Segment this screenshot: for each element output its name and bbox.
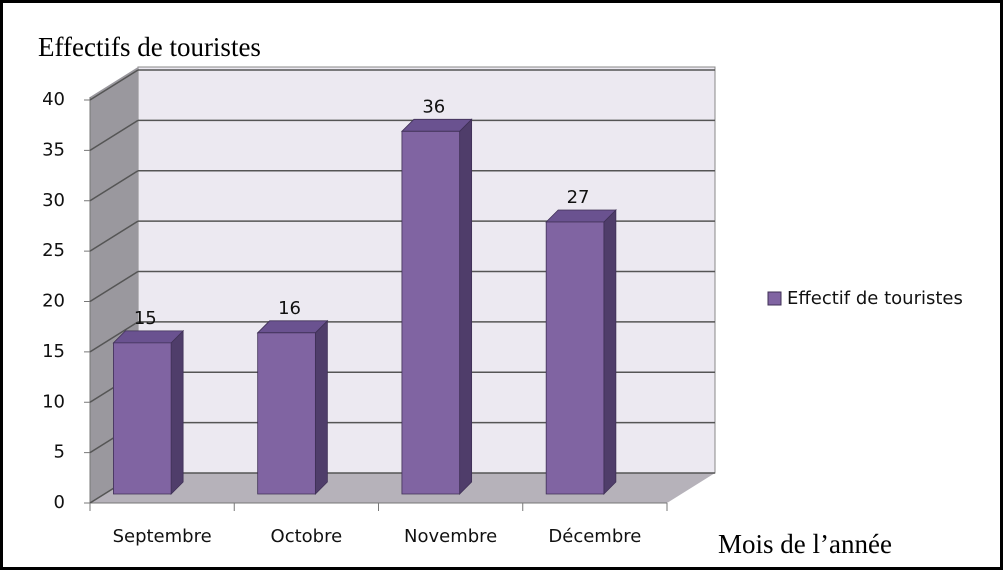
bar-side	[603, 209, 617, 495]
y-tick-label: 5	[54, 442, 65, 463]
y-tick-label: 15	[42, 341, 65, 362]
bar-top	[256, 320, 329, 334]
data-label: 15	[134, 308, 157, 329]
grid-line	[89, 270, 139, 303]
x-tick-label: Octobre	[271, 526, 343, 547]
y-tick-label: 25	[42, 240, 65, 261]
data-label: 27	[567, 187, 590, 208]
bar-top	[400, 118, 473, 132]
bar-top	[112, 330, 185, 344]
bar	[256, 319, 329, 495]
x-tick-label: Septembre	[113, 526, 212, 547]
y-tick-label: 0	[54, 492, 65, 513]
y-tick-label: 40	[42, 89, 65, 110]
x-tick-label: Décembre	[548, 526, 641, 547]
axis-title: Effectifs de touristes	[38, 32, 261, 62]
bar	[545, 209, 617, 495]
x-axis-title: Mois de l’année	[718, 529, 892, 559]
bar	[400, 118, 473, 495]
bar-front	[113, 342, 172, 495]
legend-swatch	[767, 291, 782, 306]
x-tick-label: Novembre	[404, 526, 497, 547]
y-tick-label: 35	[42, 139, 65, 160]
bar-front	[545, 221, 605, 495]
grid-line	[89, 321, 139, 353]
grid-line	[89, 220, 139, 252]
bar	[112, 329, 185, 495]
grid-line	[89, 69, 139, 101]
data-label: 36	[422, 96, 445, 117]
y-tick-label: 30	[42, 190, 65, 211]
grid-line	[89, 170, 139, 202]
legend-label: Effectif de touristes	[787, 288, 963, 309]
y-tick-label: 10	[42, 391, 65, 412]
bar-front	[401, 130, 461, 495]
bar-front	[257, 332, 316, 495]
bar-side	[314, 319, 328, 495]
grid-line	[89, 119, 139, 152]
y-tick-label: 20	[42, 291, 65, 312]
bar-side	[459, 118, 473, 495]
data-label: 16	[278, 298, 301, 319]
bar-side	[170, 329, 184, 495]
bar-top	[545, 209, 617, 223]
